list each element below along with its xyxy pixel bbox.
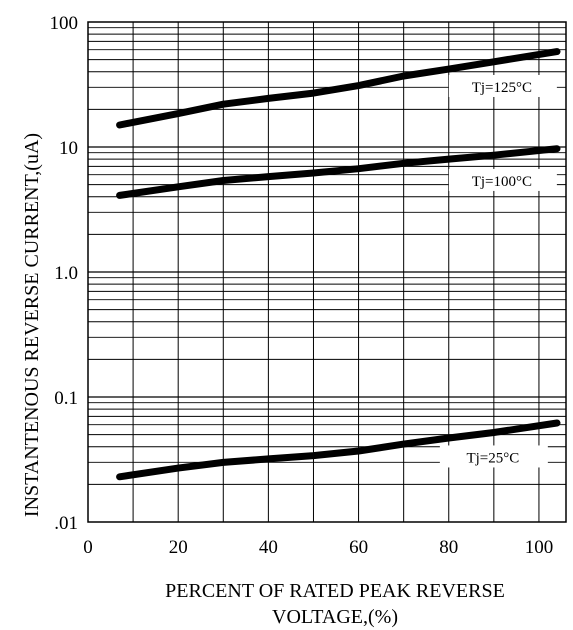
x-axis-label-line-1: PERCENT OF RATED PEAK REVERSE <box>165 580 505 602</box>
y-tick-label: 100 <box>50 13 79 34</box>
series-lines <box>116 48 561 481</box>
y-tick-label: .01 <box>54 513 78 534</box>
series-labels: Tj=125°C Tj=100°C Tj=25°C <box>439 74 557 468</box>
y-tick-labels: .01 0.1 1.0 10 100 <box>50 13 79 534</box>
series-line-1 <box>116 145 561 199</box>
y-tick-label: 1.0 <box>54 263 78 284</box>
series-line-2 <box>116 419 561 481</box>
y-tick-label: 0.1 <box>54 388 78 409</box>
x-tick-label: 80 <box>439 537 458 558</box>
plot-border <box>87 21 567 523</box>
series-label-1: Tj=100°C <box>472 174 532 190</box>
series-label-0: Tj=125°C <box>472 80 532 96</box>
x-axis-label: PERCENT OF RATED PEAK REVERSE VOLTAGE,(%… <box>100 578 570 630</box>
y-tick-label: 10 <box>59 138 78 159</box>
series-label-bg <box>448 168 557 191</box>
series-line-0 <box>116 48 561 129</box>
x-tick-labels: 0 20 40 60 80 100 <box>83 537 553 558</box>
series-label-bg <box>439 445 548 468</box>
series-label-bg <box>448 74 557 97</box>
x-tick-label: 0 <box>83 537 93 558</box>
x-tick-label: 100 <box>525 537 554 558</box>
series-label-2: Tj=25°C <box>466 450 519 466</box>
x-tick-label: 40 <box>259 537 278 558</box>
x-tick-label: 20 <box>169 537 188 558</box>
y-axis-label: INSTANTENOUS REVERSE CURRENT,(uA) <box>21 133 43 517</box>
plot-frame <box>87 21 567 523</box>
x-axis-label-line-2: VOLTAGE,(%) <box>272 606 398 628</box>
x-tick-label: 60 <box>349 537 368 558</box>
